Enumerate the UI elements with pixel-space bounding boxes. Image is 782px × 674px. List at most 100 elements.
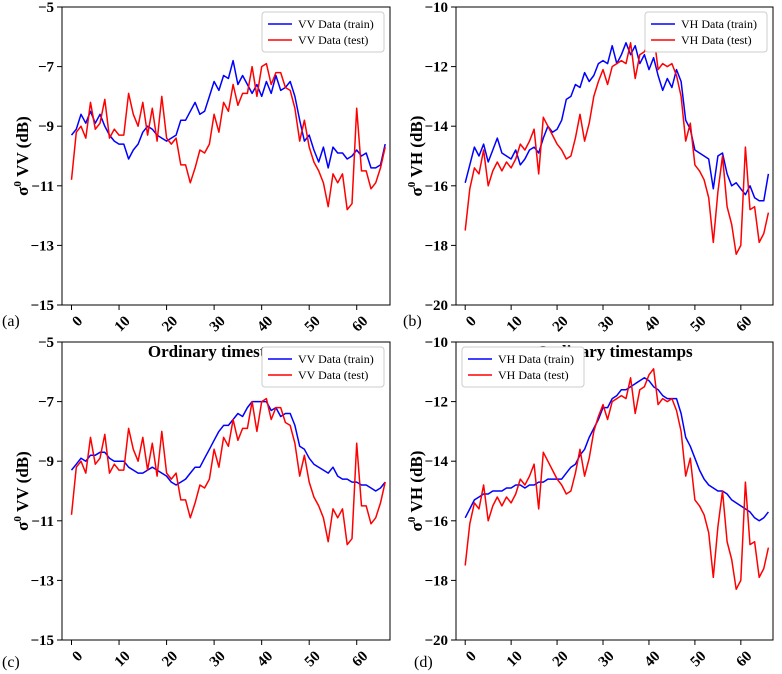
- series-line-train: [464, 377, 769, 522]
- x-tick-label: 30: [207, 313, 229, 335]
- legend-entry-label: VV Data (test): [298, 33, 368, 47]
- y-axis-title: σ0 VH (dB): [406, 116, 426, 197]
- panel-label: (a): [2, 313, 20, 330]
- x-tick-label: 50: [302, 648, 324, 670]
- y-tick-label: −5: [38, 335, 54, 351]
- x-tick-label: 0: [70, 313, 87, 330]
- chart-panel: −20−18−16−14−12−100102030405060Ordinary …: [406, 335, 774, 670]
- y-tick-label: −7: [38, 395, 55, 411]
- y-tick-label: −12: [424, 395, 448, 411]
- y-tick-label: −12: [424, 60, 448, 76]
- series-line-test: [70, 62, 386, 211]
- y-tick-label: −11: [31, 179, 54, 195]
- series-line-train: [464, 42, 770, 202]
- legend-entry-label: VH Data (train): [498, 352, 574, 366]
- y-tick-label: −18: [424, 573, 448, 589]
- x-tick-label: 40: [642, 313, 664, 335]
- plot-frame: [61, 6, 391, 306]
- y-axis-title-superscript: 0: [406, 516, 418, 522]
- y-tick-label: −14: [424, 454, 448, 470]
- x-tick-label: 10: [112, 648, 134, 670]
- y-axis-title-superscript: 0: [12, 516, 24, 522]
- legend-entry-label: VH Data (test): [498, 368, 569, 382]
- x-tick-label: 20: [550, 648, 572, 670]
- y-axis-title-sigma: σ: [13, 521, 32, 531]
- legend-entry-label: VV Data (train): [298, 17, 374, 31]
- legend-entry-label: VV Data (train): [298, 352, 374, 366]
- plot-frame: [455, 341, 774, 641]
- legend: VV Data (train) VV Data (test): [261, 11, 385, 53]
- series-line-test: [464, 33, 770, 256]
- series-line-test: [70, 397, 386, 546]
- legend-box: [261, 346, 385, 388]
- y-tick-label: −15: [30, 633, 54, 649]
- x-tick-label: 60: [349, 313, 371, 335]
- y-tick-label: −9: [38, 454, 54, 470]
- series-line-train: [70, 400, 386, 492]
- y-axis-title-sigma: σ: [13, 186, 32, 196]
- y-tick-label: −13: [30, 238, 54, 254]
- x-tick-label: 60: [734, 313, 756, 335]
- y-axis-title-superscript: 0: [406, 181, 418, 187]
- x-tick-label: 10: [112, 313, 134, 335]
- x-tick-label: 60: [349, 648, 371, 670]
- y-tick-label: −15: [30, 298, 54, 314]
- y-tick-label: −7: [38, 60, 55, 76]
- x-tick-label: 40: [254, 648, 276, 670]
- y-tick-label: −16: [424, 514, 448, 530]
- y-tick-label: −14: [424, 119, 448, 135]
- y-tick-label: −5: [38, 0, 54, 16]
- y-tick-label: −10: [424, 0, 448, 16]
- y-tick-label: −20: [424, 633, 448, 649]
- x-tick-label: 50: [688, 648, 710, 670]
- x-tick-label: 30: [596, 648, 618, 670]
- y-axis-title-rest: VH (dB): [407, 451, 426, 517]
- legend: VV Data (train) VV Data (test): [261, 346, 385, 388]
- x-tick-label: 30: [207, 648, 229, 670]
- y-axis-title-superscript: 0: [12, 181, 24, 187]
- series-line-train: [70, 59, 386, 169]
- plot-frame: [61, 341, 391, 641]
- y-axis-title: σ0 VV (dB): [12, 116, 32, 196]
- x-tick-label: 60: [734, 648, 756, 670]
- x-tick-label: 0: [70, 648, 87, 665]
- y-axis-title-rest: VV (dB): [13, 451, 32, 516]
- x-tick-label: 20: [159, 648, 181, 670]
- y-tick-label: −13: [30, 573, 54, 589]
- y-tick-label: −11: [31, 514, 54, 530]
- x-tick-label: 10: [504, 648, 526, 670]
- y-axis-title: σ0 VH (dB): [406, 451, 426, 532]
- x-tick-label: 0: [463, 648, 480, 665]
- legend-entry-label: VH Data (train): [681, 17, 757, 31]
- panel-label: (b): [403, 313, 422, 330]
- y-tick-label: −9: [38, 119, 54, 135]
- y-axis-title-rest: VV (dB): [13, 116, 32, 181]
- x-tick-label: 20: [550, 313, 572, 335]
- legend: VH Data (train) VH Data (test): [461, 346, 585, 388]
- legend-entry-label: VH Data (test): [681, 33, 752, 47]
- legend-box: [461, 346, 585, 388]
- x-tick-label: 40: [254, 313, 276, 335]
- legend-entry-label: VV Data (test): [298, 368, 368, 382]
- legend-box: [644, 11, 768, 53]
- x-tick-label: 0: [463, 313, 480, 330]
- x-tick-label: 10: [504, 313, 526, 335]
- series-line-test: [464, 368, 770, 591]
- x-tick-label: 40: [642, 648, 664, 670]
- x-tick-label: 50: [302, 313, 324, 335]
- x-tick-label: 30: [596, 313, 618, 335]
- y-tick-label: −20: [424, 298, 448, 314]
- y-axis-title-rest: VH (dB): [407, 116, 426, 182]
- legend-box: [261, 11, 385, 53]
- plot-frame: [455, 6, 774, 306]
- y-axis-title-sigma: σ: [407, 521, 426, 531]
- y-axis-title-sigma: σ: [407, 186, 426, 196]
- y-tick-label: −10: [424, 335, 448, 351]
- y-axis-title: σ0 VV (dB): [12, 451, 32, 531]
- y-tick-label: −16: [424, 179, 448, 195]
- panel-label: (c): [2, 654, 20, 671]
